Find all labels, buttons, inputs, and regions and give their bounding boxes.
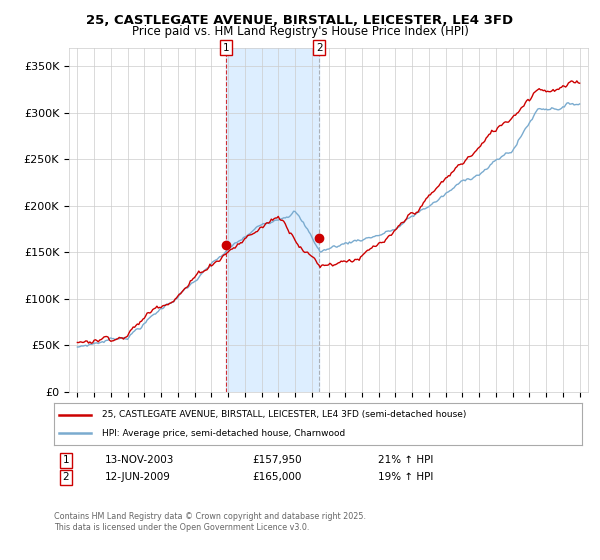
Text: 1: 1: [223, 43, 229, 53]
Text: 25, CASTLEGATE AVENUE, BIRSTALL, LEICESTER, LE4 3FD (semi-detached house): 25, CASTLEGATE AVENUE, BIRSTALL, LEICEST…: [101, 410, 466, 419]
Text: 21% ↑ HPI: 21% ↑ HPI: [378, 455, 433, 465]
Text: 1: 1: [62, 455, 70, 465]
Text: 2: 2: [62, 472, 70, 482]
Text: £157,950: £157,950: [252, 455, 302, 465]
Text: 19% ↑ HPI: 19% ↑ HPI: [378, 472, 433, 482]
Text: 25, CASTLEGATE AVENUE, BIRSTALL, LEICESTER, LE4 3FD: 25, CASTLEGATE AVENUE, BIRSTALL, LEICEST…: [86, 14, 514, 27]
Text: 13-NOV-2003: 13-NOV-2003: [105, 455, 175, 465]
Bar: [226, 48, 319, 392]
Text: Price paid vs. HM Land Registry's House Price Index (HPI): Price paid vs. HM Land Registry's House …: [131, 25, 469, 38]
Text: 2: 2: [316, 43, 323, 53]
Text: Contains HM Land Registry data © Crown copyright and database right 2025.
This d: Contains HM Land Registry data © Crown c…: [54, 512, 366, 532]
Text: £165,000: £165,000: [252, 472, 301, 482]
Text: 12-JUN-2009: 12-JUN-2009: [105, 472, 171, 482]
Text: HPI: Average price, semi-detached house, Charnwood: HPI: Average price, semi-detached house,…: [101, 429, 345, 438]
